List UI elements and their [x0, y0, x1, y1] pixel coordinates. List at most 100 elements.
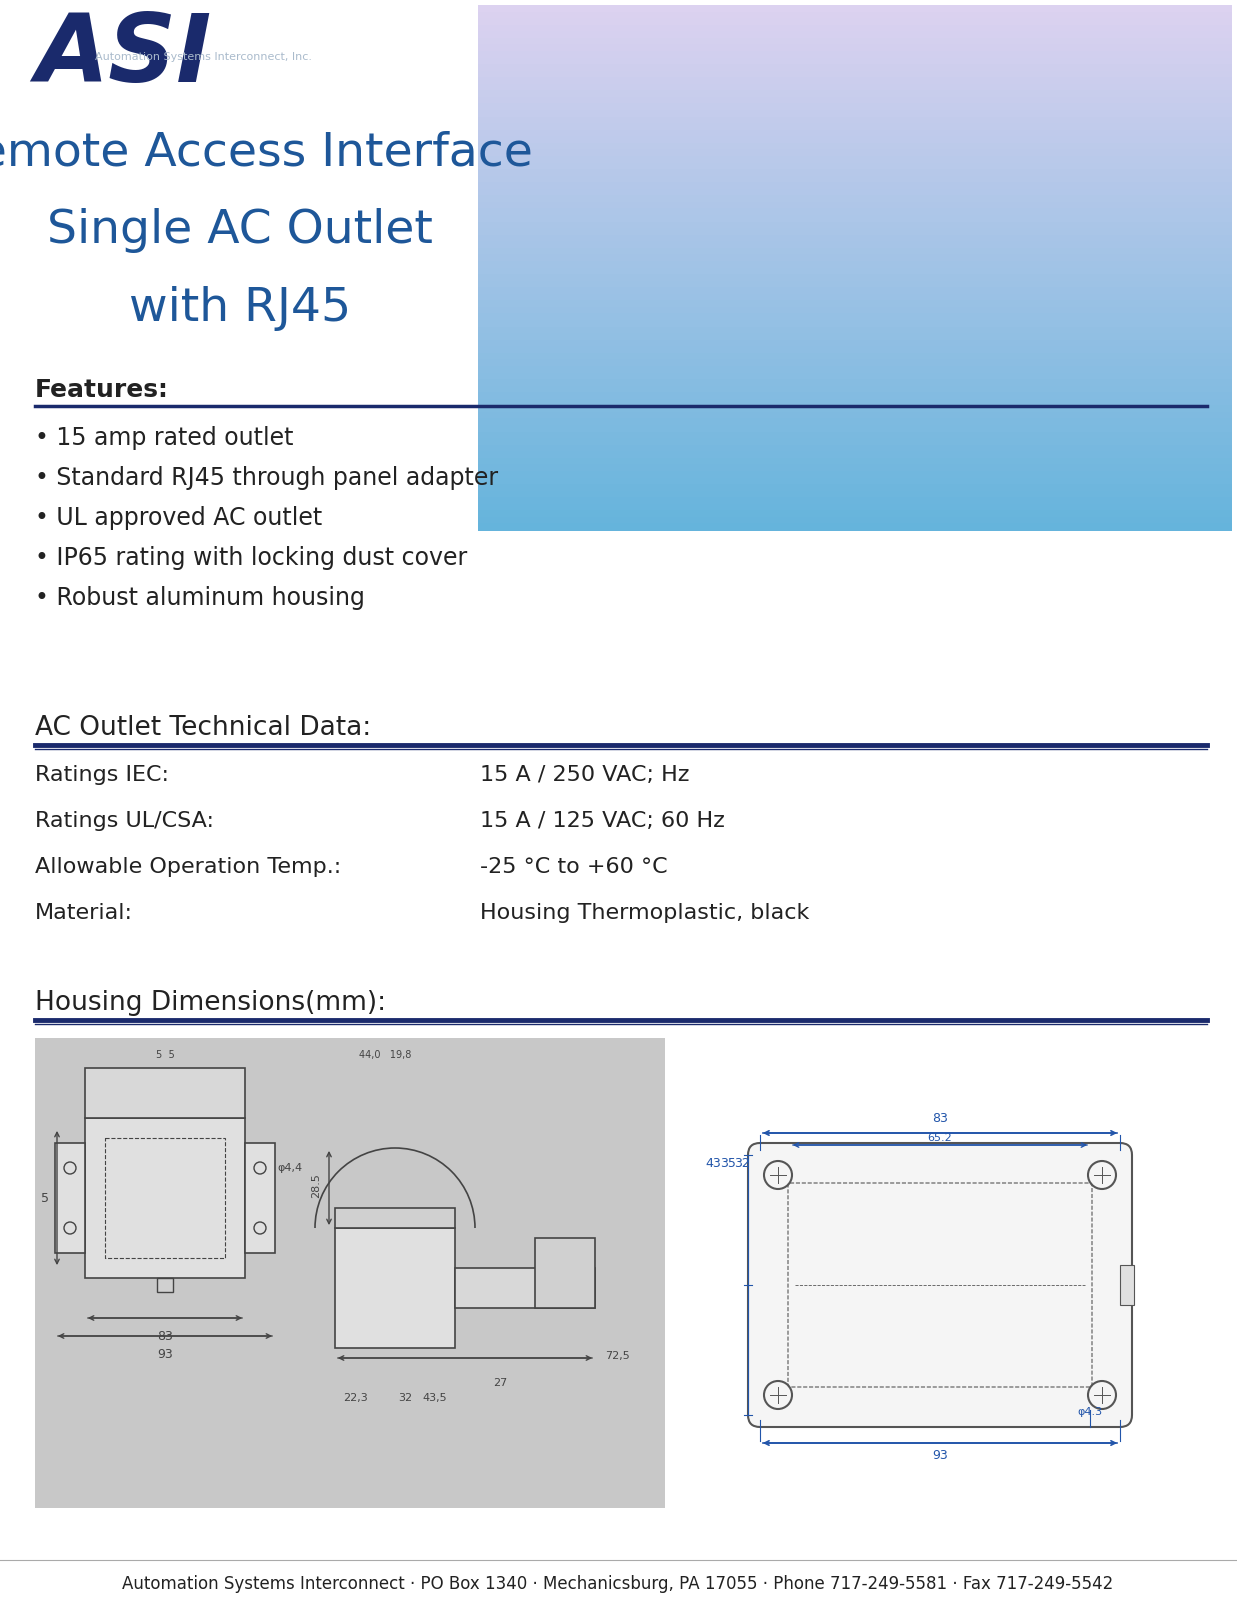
Bar	[477, 386, 1232, 394]
Bar	[477, 248, 1232, 256]
Text: • Standard RJ45 through panel adapter: • Standard RJ45 through panel adapter	[35, 466, 499, 490]
Text: • 15 amp rated outlet: • 15 amp rated outlet	[35, 426, 293, 450]
Text: Housing Dimensions(mm):: Housing Dimensions(mm):	[35, 990, 386, 1016]
Bar	[477, 504, 1232, 512]
Bar	[477, 477, 1232, 485]
Bar	[477, 523, 1232, 531]
Text: Automation Systems Interconnect · PO Box 1340 · Mechanicsburg, PA 17055 · Phone : Automation Systems Interconnect · PO Box…	[122, 1574, 1113, 1594]
Bar	[477, 130, 1232, 138]
Bar	[477, 392, 1232, 400]
Text: Features:: Features:	[35, 378, 169, 402]
Bar	[477, 314, 1232, 322]
Text: • Robust aluminum housing: • Robust aluminum housing	[35, 586, 365, 610]
Bar	[477, 470, 1232, 478]
Text: 44,0   19,8: 44,0 19,8	[359, 1050, 411, 1059]
Bar	[1119, 1266, 1134, 1306]
Bar	[477, 58, 1232, 66]
Bar	[477, 24, 1232, 32]
Bar	[477, 90, 1232, 98]
Text: 32: 32	[734, 1157, 750, 1170]
Bar	[477, 182, 1232, 190]
Bar	[477, 286, 1232, 294]
Bar	[477, 202, 1232, 210]
Bar	[477, 280, 1232, 288]
Bar	[335, 1208, 455, 1229]
Text: • IP65 rating with locking dust cover: • IP65 rating with locking dust cover	[35, 546, 468, 570]
Bar	[477, 464, 1232, 472]
Bar	[477, 155, 1232, 163]
Text: 5: 5	[41, 1192, 49, 1205]
Bar	[245, 1142, 275, 1253]
Bar	[477, 32, 1232, 38]
Bar	[477, 5, 1232, 13]
Text: ASI: ASI	[35, 10, 212, 102]
Text: 5  5: 5 5	[156, 1050, 174, 1059]
Bar	[477, 451, 1232, 459]
Bar	[477, 307, 1232, 315]
Bar	[477, 221, 1232, 229]
Bar	[477, 123, 1232, 131]
Text: 27: 27	[492, 1378, 507, 1387]
Bar	[477, 229, 1232, 235]
Text: φ4.3: φ4.3	[1077, 1406, 1102, 1418]
Bar	[477, 64, 1232, 72]
Bar	[477, 339, 1232, 347]
Text: 43,5: 43,5	[423, 1394, 448, 1403]
Bar	[477, 301, 1232, 307]
Text: 35: 35	[720, 1157, 736, 1170]
Bar	[477, 517, 1232, 525]
Bar	[477, 163, 1232, 170]
Bar	[477, 274, 1232, 282]
Text: φ4,4: φ4,4	[277, 1163, 302, 1173]
Text: Housing Thermoplastic, black: Housing Thermoplastic, black	[480, 902, 809, 923]
Text: 93: 93	[157, 1347, 173, 1362]
Bar	[477, 379, 1232, 387]
Bar	[477, 485, 1232, 491]
Bar	[477, 208, 1232, 216]
Text: 22,3: 22,3	[343, 1394, 367, 1403]
Text: Remote Access Interface: Remote Access Interface	[0, 130, 533, 174]
Bar	[477, 235, 1232, 242]
Bar	[477, 98, 1232, 104]
Bar	[477, 77, 1232, 85]
Bar	[477, 117, 1232, 125]
Bar	[477, 83, 1232, 91]
Bar	[477, 142, 1232, 150]
Text: -25 °C to +60 °C: -25 °C to +60 °C	[480, 858, 668, 877]
Bar	[85, 1069, 245, 1118]
Bar	[477, 18, 1232, 26]
Bar	[477, 326, 1232, 334]
Bar	[477, 360, 1232, 366]
Text: 15 A / 250 VAC; Hz: 15 A / 250 VAC; Hz	[480, 765, 689, 786]
Text: Ratings UL/CSA:: Ratings UL/CSA:	[35, 811, 214, 830]
Bar	[477, 373, 1232, 381]
Bar	[477, 254, 1232, 262]
Bar	[477, 149, 1232, 157]
Text: Single AC Outlet: Single AC Outlet	[47, 208, 433, 253]
Text: 32: 32	[398, 1394, 412, 1403]
Text: 43: 43	[705, 1157, 721, 1170]
Bar	[477, 498, 1232, 504]
Bar	[477, 294, 1232, 301]
Bar	[477, 333, 1232, 341]
Bar	[477, 261, 1232, 269]
Text: 28.5: 28.5	[310, 1173, 320, 1198]
Bar	[477, 136, 1232, 144]
Text: • UL approved AC outlet: • UL approved AC outlet	[35, 506, 323, 530]
Bar	[477, 320, 1232, 328]
Text: 72,5: 72,5	[605, 1350, 630, 1362]
Text: with RJ45: with RJ45	[129, 286, 351, 331]
Bar	[477, 189, 1232, 197]
Bar	[534, 1238, 595, 1309]
Bar	[477, 405, 1232, 413]
Bar	[477, 45, 1232, 51]
Text: 93: 93	[933, 1450, 948, 1462]
Bar	[477, 70, 1232, 78]
FancyBboxPatch shape	[748, 1142, 1132, 1427]
Text: AC Outlet Technical Data:: AC Outlet Technical Data:	[35, 715, 371, 741]
Bar	[477, 214, 1232, 222]
Bar	[477, 104, 1232, 110]
Text: 83: 83	[157, 1330, 173, 1342]
Bar	[477, 398, 1232, 406]
Bar	[477, 170, 1232, 176]
